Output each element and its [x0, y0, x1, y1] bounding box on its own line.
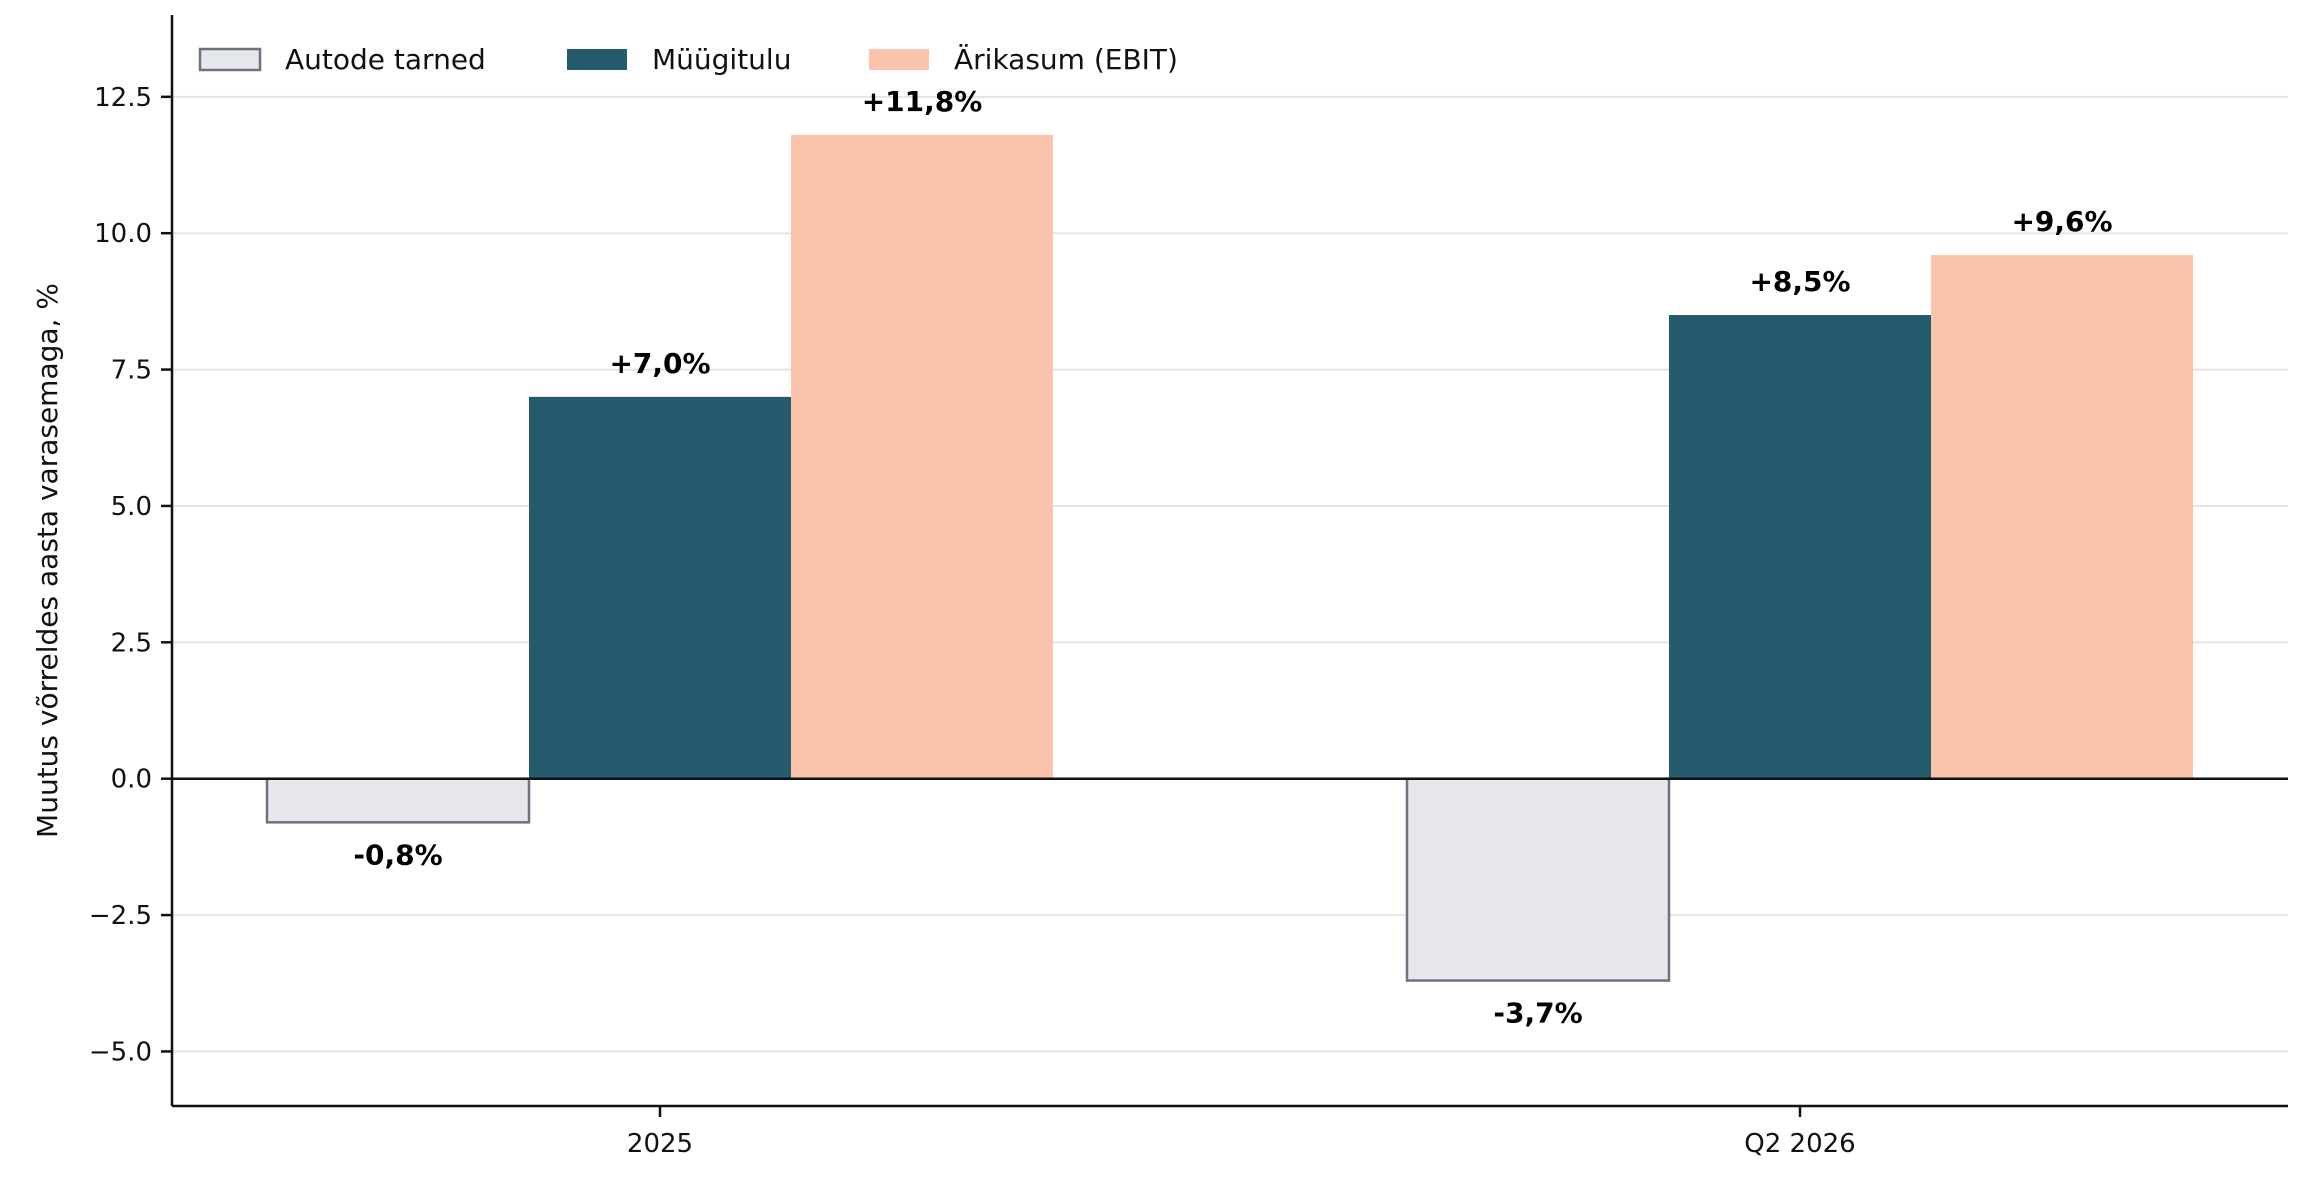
x-ticks: 2025 Q2 2026 — [627, 1106, 1856, 1159]
bar — [1669, 315, 1931, 779]
bar — [791, 135, 1053, 779]
y-tick-label: 5.0 — [111, 492, 152, 522]
legend-label: Autode tarned — [285, 43, 486, 76]
bars — [265, 135, 2193, 982]
y-ticks: −5.0 −2.5 0.0 2.5 5.0 7.5 10.0 12.5 — [89, 83, 172, 1067]
data-label: -3,7% — [1493, 997, 1582, 1030]
data-labels: -0,8% +7,0% +11,8% -3,7% +8,5% +9,6% — [353, 85, 2112, 1030]
bar — [1405, 777, 1671, 982]
y-tick-label: −5.0 — [89, 1037, 152, 1067]
y-axis-title: Muutus võrreldes aasta varasemaga, % — [31, 283, 64, 838]
data-label: +9,6% — [2011, 205, 2112, 238]
axes — [170, 15, 2288, 1108]
y-tick-label: 2.5 — [111, 628, 152, 658]
y-tick-label: −2.5 — [89, 901, 152, 931]
x-tick-label: 2025 — [627, 1129, 693, 1159]
data-label: -0,8% — [353, 838, 442, 871]
legend-label: Ärikasum (EBIT) — [954, 43, 1178, 76]
data-label: +7,0% — [609, 347, 710, 380]
y-tick-label: 0.0 — [111, 765, 152, 795]
legend: Autode tarned Müügitulu Ärikasum (EBIT) — [198, 43, 1178, 76]
data-label: +11,8% — [862, 85, 983, 118]
x-tick-label: Q2 2026 — [1744, 1129, 1855, 1159]
y-tick-label: 12.5 — [94, 83, 152, 113]
bar — [1931, 255, 2193, 779]
legend-swatch — [198, 47, 262, 72]
legend-swatch — [869, 49, 929, 70]
bar — [265, 777, 531, 824]
legend-label: Müügitulu — [652, 43, 791, 76]
legend-swatch — [567, 49, 627, 70]
y-tick-label: 10.0 — [94, 219, 152, 249]
y-tick-label: 7.5 — [111, 356, 152, 386]
data-label: +8,5% — [1749, 265, 1850, 298]
bar — [529, 396, 791, 779]
